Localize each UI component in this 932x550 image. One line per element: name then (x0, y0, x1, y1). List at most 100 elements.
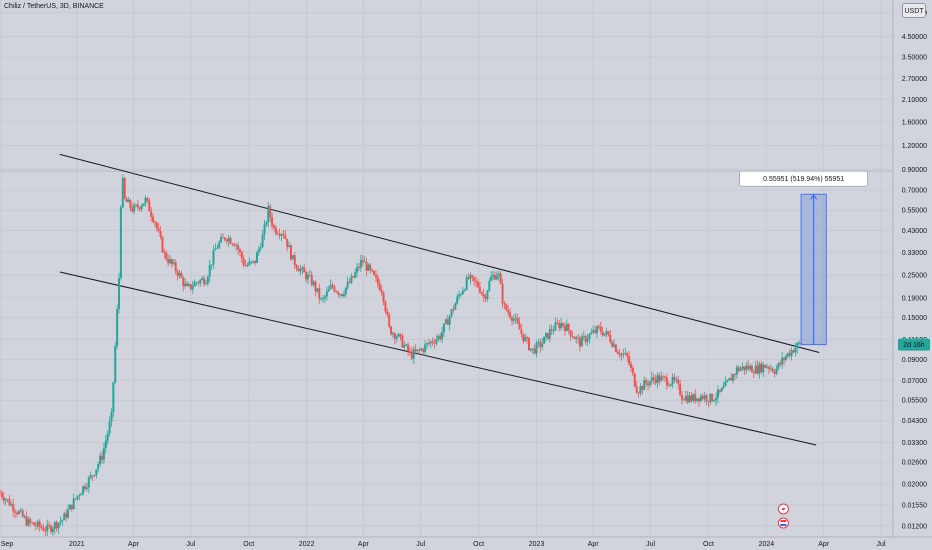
candle-body (216, 247, 219, 249)
candle-body (153, 221, 156, 223)
candle-body (193, 282, 196, 287)
price-axis[interactable]: 6.000004.500003.500002.700002.100001.600… (892, 0, 932, 550)
candle-body (261, 234, 264, 248)
candle-body (652, 377, 655, 380)
candle-body (354, 272, 357, 278)
time-tick-label: Apr (128, 541, 140, 548)
candle-body (203, 278, 206, 285)
measure-tool[interactable]: 0.55951 (519.94%) 55951 (739, 170, 869, 346)
candle-body (350, 276, 353, 283)
candle-body (167, 259, 170, 264)
flag-icon[interactable] (777, 517, 789, 529)
candle-body (677, 379, 680, 384)
candle-body (439, 335, 442, 340)
candle-body (735, 367, 738, 375)
candle-body (611, 341, 614, 347)
candle-body (218, 242, 221, 248)
candle-body (607, 331, 610, 335)
candle-body (161, 236, 164, 253)
candle-body (72, 498, 75, 510)
candle-body (242, 258, 245, 266)
price-tick-label: 0.02600 (902, 460, 927, 467)
candle-body (310, 274, 313, 285)
candle-body (596, 326, 599, 333)
candle-body (278, 234, 281, 236)
time-axis[interactable]: Sep 2021 Apr Jul Oct 2022 Apr Jul Oct 2023 Apr Jul O… (0, 536, 932, 548)
candle-body (95, 469, 98, 476)
candle-body (459, 294, 462, 295)
candle-body (692, 394, 695, 401)
trend-channel[interactable] (59, 153, 820, 446)
candle-body (19, 510, 22, 512)
candle-body (180, 273, 183, 278)
upper-channel-line[interactable] (59, 153, 820, 354)
candle-body (622, 353, 625, 355)
candle-body (584, 336, 587, 342)
candle-body (36, 521, 39, 527)
candle-body (17, 511, 20, 515)
time-tick-label: Jul (877, 541, 886, 548)
candle-body (526, 337, 529, 339)
candle-body (694, 394, 697, 402)
candle-body (624, 353, 627, 355)
candle-body (764, 364, 767, 368)
candle-body (790, 350, 793, 356)
candle-body (442, 323, 445, 333)
candle-body (609, 334, 612, 342)
candle-body (722, 386, 725, 389)
candle-body (297, 268, 300, 272)
candle-body (779, 363, 782, 365)
time-tick-label: 2021 (69, 541, 85, 548)
candle-body (295, 265, 298, 269)
currency-badge[interactable]: USDT (902, 3, 926, 18)
candle-body (437, 335, 440, 340)
candle-body (597, 326, 600, 328)
candle-body (718, 389, 721, 392)
candle-body (363, 261, 366, 263)
price-tick-label: 0.90000 (902, 167, 927, 174)
candle-body (174, 262, 177, 272)
candle-body (450, 309, 453, 317)
candle-body (760, 363, 763, 373)
candle-body (84, 486, 87, 489)
candle-body (238, 249, 241, 252)
candle-body (458, 294, 461, 297)
candle-body (762, 364, 765, 373)
candle-body (104, 440, 107, 449)
candle-body (545, 333, 548, 337)
candle-body (509, 312, 512, 318)
candle-body (231, 243, 234, 245)
candle-body (648, 381, 651, 386)
candle-body (220, 237, 223, 243)
candle-body (520, 329, 523, 334)
candle-body (562, 322, 565, 326)
candle-body (554, 322, 557, 331)
candle-body (382, 292, 385, 302)
candle-body (4, 499, 7, 501)
candle-body (85, 487, 88, 489)
candle-body (195, 282, 198, 284)
candle-body (152, 216, 155, 222)
candle-body (27, 519, 30, 526)
candle-body (197, 282, 200, 284)
candle-body (499, 273, 502, 284)
candle-body (303, 267, 306, 273)
candle-body (178, 273, 181, 276)
candle-body (408, 351, 411, 353)
candle-body (312, 281, 315, 285)
last-price-badge[interactable] (898, 338, 930, 351)
price-tick-label: 0.01550 (902, 502, 927, 509)
candle-body (23, 516, 26, 518)
price-tick-label: 0.05500 (902, 398, 927, 405)
candle-body (70, 504, 73, 510)
candle-body (637, 392, 640, 394)
lightning-icon-glyph (781, 505, 786, 513)
time-tick-label: Jul (646, 541, 655, 548)
lower-channel-line[interactable] (59, 271, 817, 446)
candle-body (376, 277, 379, 284)
candle-body (12, 504, 15, 512)
candle-body (305, 272, 308, 280)
candle-body (418, 349, 421, 351)
candle-body (614, 344, 617, 352)
